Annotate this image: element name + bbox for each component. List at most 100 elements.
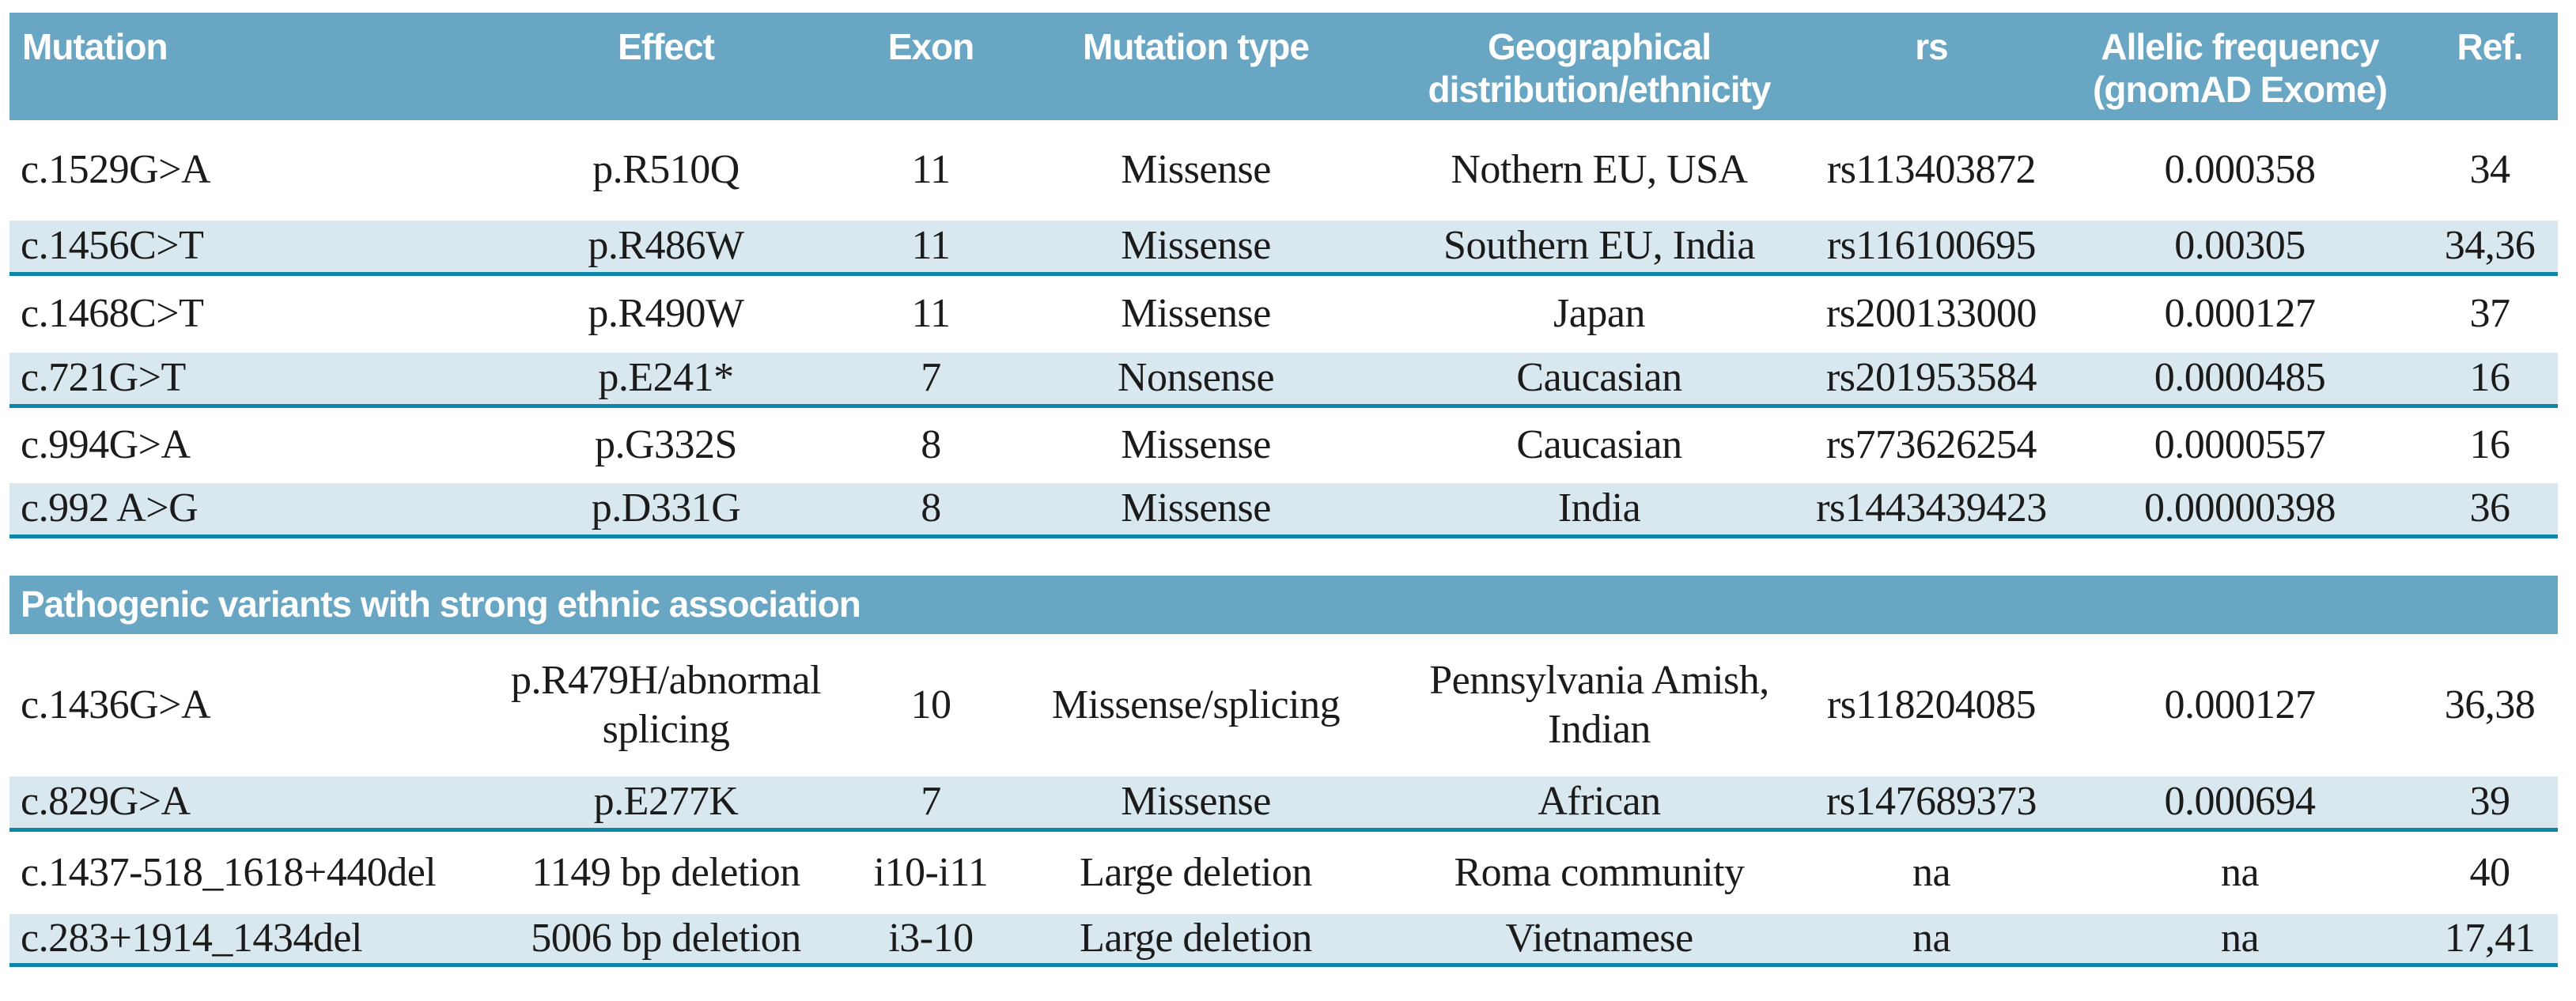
table-row: c.1529G>A p.R510Q 11 Missense Nothern EU… [9, 120, 2558, 221]
table-row: c.721G>T p.E241* 7 Nonsense Caucasian rs… [9, 353, 2558, 408]
cell-rs: rs200133000 [1825, 291, 2037, 337]
cell-mutation-type: Nonsense [998, 353, 1394, 408]
cell-exon: 8 [921, 422, 941, 468]
cell-exon: 11 [911, 291, 951, 337]
cell-effect: p.R486W [468, 221, 864, 276]
cell-effect: p.D331G [468, 483, 864, 538]
cell-exon: i3-10 [864, 914, 998, 968]
table-row: c.1468C>T p.R490W 11 Missense Japan rs20… [9, 274, 2558, 353]
cell-exon: 10 [910, 682, 952, 727]
cell-ref: 36 [2422, 483, 2558, 538]
cell-rs: rs201953584 [1805, 353, 2058, 408]
column-header-geographical-distribution: Geographical distribution/ethnicity [1394, 13, 1805, 120]
table-header-row: Mutation Effect Exon Mutation type Geogr… [9, 13, 2558, 120]
column-header-exon: Exon [864, 13, 998, 120]
cell-mutation: c.1437-518_1618+440del [21, 849, 437, 895]
cell-frequency: 0.00000398 [2058, 483, 2422, 538]
cell-mutation-type: Missense [1121, 422, 1271, 468]
cell-exon: 11 [864, 221, 998, 276]
cell-effect: p.E277K [468, 776, 864, 832]
cell-ref: 37 [2469, 291, 2511, 337]
cell-effect: p.E241* [468, 353, 864, 408]
table-row: c.829G>A p.E277K 7 Missense African rs14… [9, 776, 2558, 832]
cell-frequency: na [2220, 849, 2260, 895]
cell-exon: 7 [864, 353, 998, 408]
cell-mutation: c.1436G>A [21, 682, 211, 727]
cell-geo: Caucasian [1516, 422, 1682, 468]
cell-mutation-type: Missense [1121, 147, 1271, 193]
cell-mutation-type: Large deletion [1080, 849, 1312, 895]
cell-mutation: c.1468C>T [21, 291, 204, 337]
cell-ref: 34,36 [2422, 221, 2558, 276]
cell-frequency: na [2058, 914, 2422, 968]
cell-mutation: c.829G>A [9, 776, 468, 832]
cell-frequency: 0.000694 [2058, 776, 2422, 832]
cell-frequency: 0.000127 [2164, 682, 2317, 727]
cell-exon: 11 [911, 147, 951, 193]
cell-geo: Nothern EU, USA [1451, 147, 1748, 193]
table-row: c.1456C>T p.R486W 11 Missense Southern E… [9, 221, 2558, 276]
cell-mutation: c.994G>A [21, 422, 191, 468]
cell-rs: na [1805, 914, 2058, 968]
cell-rs: rs773626254 [1825, 422, 2037, 468]
cell-rs: rs1443439423 [1805, 483, 2058, 538]
cell-ref: 39 [2422, 776, 2558, 832]
column-header-ref: Ref. [2422, 13, 2558, 120]
cell-effect: 1149 bp deletion [531, 849, 800, 895]
cell-geo: Roma community [1454, 849, 1745, 895]
table-row: c.994G>A p.G332S 8 Missense Caucasian rs… [9, 406, 2558, 483]
cell-mutation: c.1456C>T [9, 221, 468, 276]
column-header-allelic-frequency: Allelic frequency (gnomAD Exome) [2058, 13, 2422, 120]
cell-mutation: c.1529G>A [21, 147, 211, 193]
cell-ref: 40 [2469, 849, 2511, 895]
cell-ref: 17,41 [2422, 914, 2558, 968]
cell-exon: i10-i11 [873, 849, 989, 895]
cell-frequency: 0.0000557 [2154, 422, 2326, 468]
cell-mutation-type: Large deletion [998, 914, 1394, 968]
section-title: Pathogenic variants with strong ethnic a… [9, 576, 2558, 634]
cell-geo: Pennsylvania Amish, Indian [1429, 657, 1769, 752]
cell-geo: India [1394, 483, 1805, 538]
table-row: c.1437-518_1618+440del 1149 bp deletion … [9, 829, 2558, 914]
cell-ref: 16 [2422, 353, 2558, 408]
cell-mutation-type: Missense/splicing [1051, 682, 1341, 727]
mutation-table: Mutation Effect Exon Mutation type Geogr… [9, 13, 2558, 968]
cell-ref: 34 [2469, 147, 2511, 193]
cell-mutation-type: Missense [998, 776, 1394, 832]
cell-mutation-type: Missense [998, 483, 1394, 538]
cell-rs: rs116100695 [1805, 221, 2058, 276]
cell-mutation: c.283+1914_1434del [9, 914, 468, 968]
cell-ref: 16 [2469, 422, 2511, 468]
cell-effect: 5006 bp deletion [468, 914, 864, 968]
cell-geo: Vietnamese [1394, 914, 1805, 968]
cell-exon: 7 [864, 776, 998, 832]
cell-mutation-type: Missense [998, 221, 1394, 276]
table-row: c.283+1914_1434del 5006 bp deletion i3-1… [9, 914, 2558, 968]
cell-effect: p.R479H/abnormal splicing [510, 657, 822, 752]
column-header-mutation: Mutation [9, 13, 468, 120]
cell-exon: 8 [864, 483, 998, 538]
cell-frequency: 0.00305 [2058, 221, 2422, 276]
section-header-row: Pathogenic variants with strong ethnic a… [9, 576, 2558, 634]
cell-frequency: 0.0000485 [2058, 353, 2422, 408]
cell-rs: rs147689373 [1805, 776, 2058, 832]
cell-geo: Japan [1553, 291, 1645, 337]
cell-geo: Caucasian [1394, 353, 1805, 408]
cell-ref: 36,38 [2444, 682, 2536, 727]
table-row: c.1436G>A p.R479H/abnormal splicing 10 M… [9, 634, 2558, 776]
cell-geo: African [1394, 776, 1805, 832]
cell-effect: p.G332S [595, 422, 737, 468]
cell-frequency: 0.000358 [2164, 147, 2317, 193]
cell-geo: Southern EU, India [1394, 221, 1805, 276]
cell-rs: na [1912, 849, 1951, 895]
section-gap [9, 536, 2558, 576]
cell-mutation-type: Missense [1121, 291, 1271, 337]
column-header-rs: rs [1805, 13, 2058, 120]
column-header-effect: Effect [468, 13, 864, 120]
cell-rs: rs118204085 [1826, 682, 2037, 727]
column-header-mutation-type: Mutation type [998, 13, 1394, 120]
cell-effect: p.R490W [588, 291, 744, 337]
cell-mutation: c.992 A>G [9, 483, 468, 538]
table-row: c.992 A>G p.D331G 8 Missense India rs144… [9, 483, 2558, 538]
cell-frequency: 0.000127 [2164, 291, 2317, 337]
